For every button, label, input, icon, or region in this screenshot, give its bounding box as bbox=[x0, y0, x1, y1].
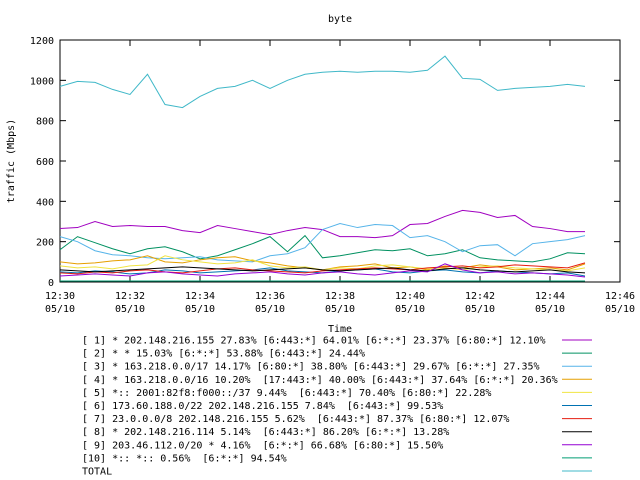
x-axis-label: Time bbox=[328, 324, 352, 335]
x-tick-label: 12:44 bbox=[535, 291, 565, 302]
series-line bbox=[59, 266, 586, 274]
legend-label: [ 2] * * 15.03% [6:*:*] 53.88% [6:443:*]… bbox=[82, 349, 365, 360]
x-tick-date: 05/10 bbox=[45, 304, 75, 315]
x-tick-label: 12:40 bbox=[395, 291, 425, 302]
x-tick-date: 05/10 bbox=[255, 304, 285, 315]
legend-label: [ 4] * 163.218.0.0/16 10.20% [17:443:*] … bbox=[82, 375, 558, 386]
x-tick-date: 05/10 bbox=[395, 304, 425, 315]
chart-title: byte bbox=[328, 14, 352, 25]
y-tick-label: 1200 bbox=[30, 36, 54, 47]
legend-label: [ 8] * 202.148.216.114 5.14% [6:443:*] 8… bbox=[82, 427, 449, 438]
series-line bbox=[59, 234, 586, 263]
y-tick-label: 800 bbox=[36, 117, 54, 128]
legend-label: [ 9] 203.46.112.0/20 * 4.16% [6:*:*] 66.… bbox=[82, 440, 443, 451]
x-tick-label: 12:32 bbox=[115, 291, 145, 302]
legend-label: [ 5] *:: 2001:82f8:f000::/37 9.44% [6:44… bbox=[82, 388, 491, 399]
y-tick-label: 600 bbox=[36, 157, 54, 168]
legend-label: [ 7] 23.0.0.0/8 202.148.216.155 5.62% [6… bbox=[82, 414, 509, 425]
x-tick-date: 05/10 bbox=[185, 304, 215, 315]
x-tick-label: 12:46 bbox=[605, 291, 635, 302]
series-line bbox=[59, 263, 586, 278]
series-line bbox=[59, 209, 585, 239]
y-axis-label: traffic (Mbps) bbox=[6, 119, 17, 203]
y-tick-label: 200 bbox=[36, 238, 54, 249]
x-tick-label: 12:30 bbox=[45, 291, 75, 302]
series-line bbox=[59, 222, 586, 263]
x-tick-date: 05/10 bbox=[325, 304, 355, 315]
x-tick-date: 05/10 bbox=[605, 304, 635, 315]
x-tick-label: 12:38 bbox=[325, 291, 355, 302]
x-tick-date: 05/10 bbox=[535, 304, 565, 315]
legend-label: [ 1] * 202.148.216.155 27.83% [6:443:*] … bbox=[82, 336, 546, 347]
x-tick-label: 12:36 bbox=[255, 291, 285, 302]
x-tick-label: 12:42 bbox=[465, 291, 495, 302]
series-line bbox=[59, 55, 586, 109]
series-line bbox=[59, 262, 586, 275]
legend-label: TOTAL bbox=[82, 467, 112, 478]
y-tick-label: 0 bbox=[48, 278, 54, 289]
legend-label: [10] *:: *:: 0.56% [6:*:*] 94.54% bbox=[82, 453, 287, 464]
y-tick-label: 400 bbox=[36, 197, 54, 208]
x-tick-label: 12:34 bbox=[185, 291, 215, 302]
plot-frame bbox=[59, 39, 621, 283]
x-tick-date: 05/10 bbox=[465, 304, 495, 315]
legend-label: [ 6] 173.60.188.0/22 202.148.216.155 7.8… bbox=[82, 401, 443, 412]
x-tick-date: 05/10 bbox=[115, 304, 145, 315]
legend-label: [ 3] * 163.218.0.0/17 14.17% [6:80:*] 38… bbox=[82, 362, 540, 373]
y-tick-label: 1000 bbox=[30, 76, 54, 87]
